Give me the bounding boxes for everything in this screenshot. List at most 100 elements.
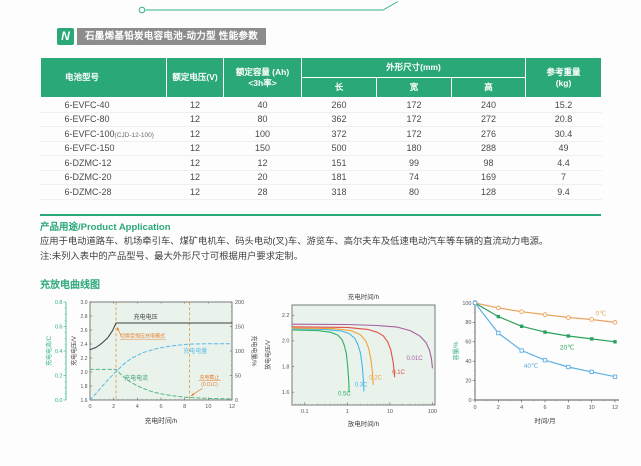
data-marker (519, 348, 524, 353)
plot-area (89, 301, 233, 401)
voltage-tick-label: 2.4 (81, 342, 88, 348)
section-divider (40, 214, 601, 216)
cell-length: 362 (301, 112, 377, 127)
application-note: 注:未列入表中的产品型号、最大外形尺寸可根据用户要求定制。 (40, 251, 303, 261)
data-marker (589, 369, 594, 375)
cell-height: 240 (451, 97, 526, 113)
cell-voltage: 12 (166, 141, 224, 156)
cell-weight: 7 (525, 170, 602, 185)
cell-voltage: 12 (166, 155, 224, 171)
x-tick-label: 100 (428, 409, 437, 415)
col-header-height: 高 (451, 77, 526, 98)
x-tick-label: 10 (205, 404, 211, 410)
current-tick-label: 0.8 (55, 300, 63, 306)
curves-section-title: 充放电曲线图 (40, 280, 100, 291)
cell-capacity: 28 (223, 184, 302, 200)
spec-table-row: 6-DZMC-20 12 20 181 74 169 7 (40, 170, 602, 185)
data-marker (613, 340, 617, 344)
cell-length: 260 (301, 97, 377, 113)
application-title: 产品用途/Product Application (40, 222, 171, 233)
voltage-tick-label: 2.2 (81, 356, 88, 362)
voltage-tick-label: 3.0 (81, 300, 88, 306)
data-marker (496, 330, 501, 336)
cell-height: 128 (451, 184, 526, 200)
cell-model: 6-EVFC-100(CJD-12-100) (40, 126, 167, 142)
cell-weight: 15.2 (525, 97, 602, 113)
annotation-cutoff: 充电截止 (200, 374, 220, 381)
x-tick-label: 2 (112, 404, 115, 410)
cell-model: 6-DZMC-12 (40, 155, 167, 171)
data-marker (519, 309, 525, 315)
discharge-curve-chart-container: 充电时间/h 1.6 1.8 2.0 2.2 0.1 1 10 100 0.5C 0.3C 0.2C 0… (262, 290, 452, 441)
brand-logo-icon: N (57, 28, 74, 45)
cell-width: 99 (376, 155, 452, 171)
data-marker (589, 317, 595, 322)
series-label: 0.2C (369, 375, 382, 381)
cell-voltage: 12 (166, 170, 224, 185)
y-tick-label: 100 (462, 301, 471, 307)
spec-table-row: 6-EVFC-80 12 80 362 172 272 20.8 (40, 112, 602, 127)
percent-tick-label: 200 (235, 300, 244, 306)
series-label: 40℃ (524, 362, 539, 370)
voltage-tick-label: 2.8 (81, 314, 88, 320)
data-marker (566, 364, 571, 370)
cell-voltage: 12 (166, 184, 224, 200)
spec-table-row: 6-EVFC-40 12 40 260 172 240 15.2 (40, 97, 602, 113)
current-tick-label: 0.2 (55, 373, 63, 379)
spec-table: 电池型号 额定电压(V) 额定容量 (Ah) <3h率> 外形尺寸(mm) 参考… (40, 57, 602, 200)
series-0.2C (291, 327, 374, 386)
col-header-voltage: 额定电压(V) (166, 57, 224, 98)
series-label: 0℃ (596, 310, 607, 318)
x-tick-label: 12 (229, 404, 235, 410)
x-tick-label: 8 (183, 404, 186, 410)
spec-table-row: 6-DZMC-28 12 28 318 80 128 9.4 (40, 184, 602, 200)
current-tick-label: 0.6 (55, 324, 63, 330)
data-marker (496, 314, 501, 319)
voltage-tick-label: 1.6 (81, 398, 88, 404)
col-header-capacity: 额定容量 (Ah) <3h率> (223, 57, 302, 98)
cell-height: 276 (451, 126, 526, 142)
cell-capacity: 20 (223, 170, 302, 185)
series-0.1C (291, 326, 396, 378)
col-header-model: 电池型号 (40, 57, 167, 98)
weight-header-line1: 参考重量 (546, 67, 581, 78)
x-tick-label: 2 (497, 405, 500, 411)
x-axis-label: 时间/月 (534, 416, 555, 425)
y-tick-label: 2.0 (282, 339, 290, 345)
y-tick-label: 1.8 (282, 364, 290, 370)
spec-table-row: 6-DZMC-12 12 12 151 99 98 4.4 (40, 155, 602, 171)
cell-weight: 20.8 (525, 112, 602, 127)
series-label: 0.01C (407, 356, 424, 362)
spec-table-row: 6-EVFC-100(CJD-12-100) 12 100 372 172 276 30.4 (40, 126, 602, 142)
series-percent (89, 343, 233, 401)
current-tick-label: 0.0 (55, 398, 63, 404)
x-tick-label: 12 (612, 405, 618, 411)
data-marker (566, 334, 571, 338)
charging-curve-chart: 0 2 4 6 8 10 12 1.6 1.8 2.0 2.2 2.4 2.6 2.8 3.0 0 50 100 1… (45, 300, 258, 425)
cell-voltage: 12 (166, 97, 224, 113)
cell-model: 6-EVFC-40 (40, 97, 167, 113)
topline-path (145, 1, 399, 11)
x-tick-label: 6 (159, 404, 162, 410)
cell-length: 500 (301, 141, 377, 156)
cell-weight: 30.4 (525, 126, 602, 142)
cell-height: 288 (451, 141, 526, 156)
cell-model: 6-DZMC-20 (40, 170, 167, 185)
y-axis-label: 容量/% (452, 341, 460, 361)
model-suffix: (CJD-12-100) (114, 131, 154, 139)
annotation-arrowhead (117, 327, 120, 331)
annotation-arrowhead (191, 393, 195, 396)
cell-voltage: 12 (166, 126, 224, 142)
data-marker (495, 305, 501, 311)
percent-tick-label: 50 (235, 373, 241, 379)
y-tick-label: 0 (468, 398, 471, 404)
series-label-percent: 充电电量 (183, 347, 207, 355)
charging-curve-chart-container: 0 2 4 6 8 10 12 1.6 1.8 2.0 2.2 2.4 2.6 2.8 3.0 0 50 100 1… (45, 290, 260, 441)
data-marker (542, 312, 548, 317)
y-tick-label: 40 (465, 359, 471, 365)
cell-length: 318 (301, 184, 377, 200)
voltage-tick-label: 2.6 (81, 328, 88, 334)
data-marker (612, 374, 618, 379)
cell-length: 372 (301, 126, 377, 142)
capacity-header-line1: 额定容量 (Ah) (235, 67, 290, 78)
